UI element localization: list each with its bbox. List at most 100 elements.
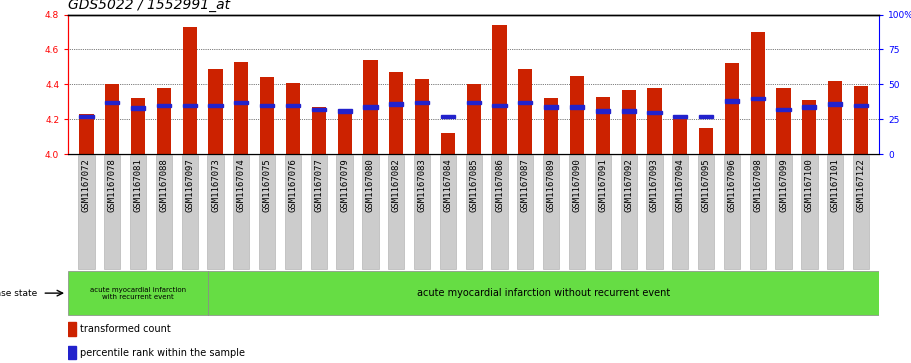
- Text: GSM1167078: GSM1167078: [107, 158, 117, 212]
- Text: disease state: disease state: [0, 289, 37, 298]
- FancyBboxPatch shape: [233, 155, 250, 269]
- Bar: [854, 103, 868, 107]
- Bar: [648, 88, 661, 154]
- Bar: [209, 69, 222, 154]
- Text: GSM1167088: GSM1167088: [159, 158, 169, 212]
- Bar: [570, 76, 584, 154]
- Bar: [544, 98, 558, 154]
- Bar: [751, 97, 765, 100]
- FancyBboxPatch shape: [543, 155, 559, 269]
- Text: acute myocardial infarction
with recurrent event: acute myocardial infarction with recurre…: [90, 287, 186, 299]
- Bar: [363, 105, 377, 109]
- Text: GSM1167076: GSM1167076: [289, 158, 298, 212]
- FancyBboxPatch shape: [440, 155, 456, 269]
- Text: GSM1167086: GSM1167086: [495, 158, 504, 212]
- Bar: [131, 106, 145, 110]
- FancyBboxPatch shape: [646, 155, 662, 269]
- FancyBboxPatch shape: [414, 155, 430, 269]
- Text: GSM1167101: GSM1167101: [831, 158, 840, 212]
- Bar: [260, 77, 274, 154]
- Bar: [105, 84, 119, 154]
- FancyBboxPatch shape: [466, 155, 482, 269]
- Bar: [234, 101, 249, 104]
- FancyBboxPatch shape: [181, 155, 198, 269]
- Bar: [389, 72, 404, 154]
- Bar: [68, 322, 77, 336]
- Bar: [68, 346, 77, 359]
- FancyBboxPatch shape: [78, 155, 95, 269]
- Bar: [621, 109, 636, 113]
- Text: GSM1167081: GSM1167081: [134, 158, 142, 212]
- Bar: [182, 103, 197, 107]
- Bar: [466, 84, 481, 154]
- Bar: [441, 133, 455, 154]
- Text: GSM1167098: GSM1167098: [753, 158, 763, 212]
- Text: GSM1167094: GSM1167094: [676, 158, 685, 212]
- Bar: [466, 101, 481, 104]
- Bar: [725, 99, 739, 103]
- Bar: [79, 114, 94, 154]
- FancyBboxPatch shape: [130, 155, 146, 269]
- Bar: [389, 102, 404, 106]
- Text: GSM1167075: GSM1167075: [262, 158, 271, 212]
- Text: GSM1167082: GSM1167082: [392, 158, 401, 212]
- Bar: [596, 109, 610, 113]
- FancyBboxPatch shape: [156, 155, 172, 269]
- FancyBboxPatch shape: [363, 155, 379, 269]
- Bar: [776, 108, 791, 111]
- Bar: [621, 90, 636, 154]
- Text: acute myocardial infarction without recurrent event: acute myocardial infarction without recu…: [417, 288, 670, 298]
- FancyBboxPatch shape: [775, 155, 792, 269]
- Text: GSM1167122: GSM1167122: [856, 158, 865, 212]
- Text: GSM1167073: GSM1167073: [211, 158, 220, 212]
- Bar: [699, 115, 713, 118]
- Text: GSM1167074: GSM1167074: [237, 158, 246, 212]
- Bar: [363, 60, 377, 154]
- Bar: [570, 105, 584, 109]
- FancyBboxPatch shape: [724, 155, 740, 269]
- FancyBboxPatch shape: [285, 155, 302, 269]
- FancyBboxPatch shape: [802, 155, 817, 269]
- FancyBboxPatch shape: [698, 155, 714, 269]
- FancyBboxPatch shape: [620, 155, 637, 269]
- Text: GSM1167100: GSM1167100: [805, 158, 814, 212]
- Bar: [803, 105, 816, 109]
- Text: GSM1167072: GSM1167072: [82, 158, 91, 212]
- Text: GSM1167084: GSM1167084: [444, 158, 453, 212]
- FancyBboxPatch shape: [672, 155, 689, 269]
- Bar: [157, 103, 171, 107]
- Text: GSM1167085: GSM1167085: [469, 158, 478, 212]
- Text: percentile rank within the sample: percentile rank within the sample: [80, 348, 245, 358]
- Text: GSM1167093: GSM1167093: [650, 158, 659, 212]
- FancyBboxPatch shape: [208, 155, 223, 269]
- Bar: [157, 88, 171, 154]
- FancyBboxPatch shape: [595, 155, 611, 269]
- Text: GDS5022 / 1552991_at: GDS5022 / 1552991_at: [68, 0, 230, 12]
- Bar: [544, 105, 558, 109]
- Bar: [312, 107, 326, 154]
- FancyBboxPatch shape: [336, 155, 353, 269]
- Bar: [518, 69, 532, 154]
- Text: GSM1167080: GSM1167080: [366, 158, 375, 212]
- Text: GSM1167097: GSM1167097: [185, 158, 194, 212]
- Bar: [673, 115, 688, 118]
- Text: GSM1167096: GSM1167096: [727, 158, 736, 212]
- Bar: [673, 119, 688, 154]
- Text: GSM1167087: GSM1167087: [521, 158, 530, 212]
- Bar: [725, 64, 739, 154]
- Bar: [803, 100, 816, 154]
- Text: GSM1167099: GSM1167099: [779, 158, 788, 212]
- Bar: [79, 115, 94, 118]
- Text: GSM1167095: GSM1167095: [701, 158, 711, 212]
- Text: GSM1167083: GSM1167083: [417, 158, 426, 212]
- Text: GSM1167079: GSM1167079: [340, 158, 349, 212]
- Bar: [337, 112, 352, 154]
- Bar: [415, 79, 429, 154]
- FancyBboxPatch shape: [853, 155, 869, 269]
- Bar: [828, 81, 843, 154]
- FancyBboxPatch shape: [517, 155, 534, 269]
- Bar: [234, 62, 249, 154]
- Text: GSM1167077: GSM1167077: [314, 158, 323, 212]
- Bar: [312, 108, 326, 111]
- Text: transformed count: transformed count: [80, 324, 170, 334]
